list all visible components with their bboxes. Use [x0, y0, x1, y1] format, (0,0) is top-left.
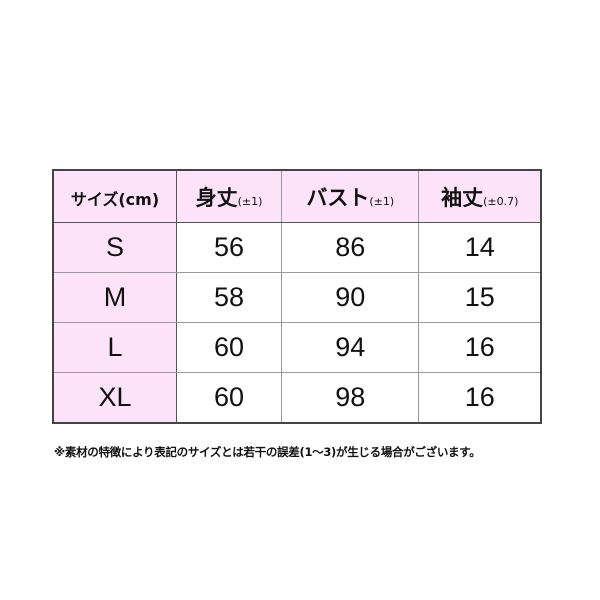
table-row: L 60 94 16 — [52, 322, 542, 373]
header-size: サイズ(cm) — [52, 169, 177, 223]
header-bust: バスト(±1) — [280, 169, 420, 223]
header-bust-label: バスト — [306, 186, 370, 210]
length-cell: 58 — [176, 272, 282, 323]
tolerance-note: ※素材の特徴により表記のサイズとは若干の誤差(1〜3)が生じる場合がございます。 — [54, 445, 481, 459]
header-sleeve-tolerance: (±0.7) — [483, 195, 519, 208]
length-cell: 60 — [176, 372, 282, 424]
sleeve-cell: 16 — [418, 372, 542, 424]
header-length: 身丈(±1) — [176, 169, 282, 223]
bust-cell: 86 — [280, 222, 420, 273]
header-size-label: サイズ(cm) — [70, 190, 160, 209]
header-length-tolerance: (±1) — [237, 195, 263, 208]
size-cell: S — [52, 222, 177, 273]
length-cell: 56 — [176, 222, 282, 273]
size-cell: L — [52, 322, 177, 373]
bust-cell: 98 — [280, 372, 420, 424]
sleeve-cell: 15 — [418, 272, 542, 323]
table-row: S 56 86 14 — [52, 222, 542, 273]
sleeve-cell: 16 — [418, 322, 542, 373]
header-bust-tolerance: (±1) — [369, 195, 395, 208]
bust-cell: 94 — [280, 322, 420, 373]
length-cell: 60 — [176, 322, 282, 373]
sleeve-cell: 14 — [418, 222, 542, 273]
size-cell: XL — [52, 372, 177, 424]
table-row: XL 60 98 16 — [52, 372, 542, 424]
size-cell: M — [52, 272, 177, 323]
header-sleeve-label: 袖丈 — [441, 186, 484, 210]
header-row: サイズ(cm) 身丈(±1) バスト(±1) 袖丈(±0.7) — [52, 169, 542, 223]
header-sleeve: 袖丈(±0.7) — [418, 169, 542, 223]
header-length-label: 身丈 — [195, 186, 238, 210]
table-row: M 58 90 15 — [52, 272, 542, 323]
size-chart-table: サイズ(cm) 身丈(±1) バスト(±1) 袖丈(±0.7) S 56 86 … — [52, 169, 542, 424]
bust-cell: 90 — [280, 272, 420, 323]
